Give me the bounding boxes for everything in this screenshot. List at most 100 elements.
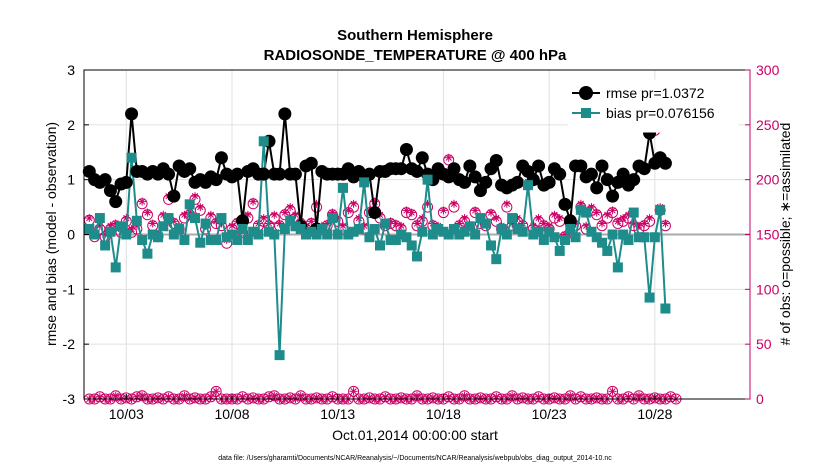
obs-assimilated-marker — [307, 217, 316, 226]
obs-assimilated-marker — [502, 199, 511, 208]
right-tick-label: 150 — [756, 227, 780, 243]
y-axis-label-right: # of obs: o=possible; ∗=assimilated — [777, 123, 793, 346]
rmse-point — [167, 189, 181, 203]
rmse-point — [394, 162, 408, 176]
bias-point — [100, 240, 111, 251]
legend: rmse pr=1.0372 bias pr=0.076156 — [567, 79, 739, 133]
bias-point — [190, 213, 200, 224]
bias-point — [591, 232, 602, 243]
rmse-point — [606, 189, 620, 203]
right-tick-label: 0 — [756, 391, 764, 407]
bias-point — [470, 229, 481, 240]
bias-point — [507, 213, 518, 224]
bias-point — [464, 221, 475, 232]
bias-point — [348, 226, 359, 237]
left-tick-label: -1 — [63, 281, 76, 297]
data-file-footnote: data file: /Users/gharamti/Documents/NCA… — [218, 455, 612, 462]
bias-point — [116, 221, 126, 232]
bias-point — [279, 224, 290, 235]
rmse-point — [162, 167, 176, 181]
bias-point — [110, 262, 121, 273]
bias-point — [131, 215, 142, 226]
obs-assimilated-bottom-marker — [249, 393, 258, 402]
obs-assimilated-marker — [592, 208, 601, 217]
bias-point — [586, 226, 597, 237]
obs-assimilated-marker — [471, 206, 480, 215]
obs-assimilated-marker — [191, 192, 199, 201]
obs-assimilated-bottom-marker — [286, 393, 295, 402]
obs-assimilated-marker — [397, 221, 406, 230]
obs-assimilated-marker — [280, 208, 289, 217]
bias-point — [612, 262, 623, 273]
obs-assimilated-bottom-marker — [592, 393, 601, 402]
bias-point — [660, 303, 671, 314]
bias-point — [248, 226, 259, 237]
obs-assimilated-marker — [550, 210, 559, 219]
right-tick-label: 200 — [756, 172, 780, 188]
bias-point — [560, 234, 570, 245]
bias-point — [94, 213, 105, 224]
bias-point — [211, 234, 222, 245]
rmse-point — [468, 170, 482, 184]
obs-assimilated-marker — [143, 208, 152, 217]
obs-assimilated-marker — [291, 210, 300, 219]
bias-point — [232, 234, 243, 245]
right-tick-label: 250 — [756, 117, 780, 133]
rmse-point — [463, 159, 477, 173]
bias-point — [523, 180, 533, 191]
obs-assimilated-marker — [613, 217, 622, 226]
bias-point — [290, 221, 301, 232]
right-tick-label: 50 — [756, 336, 772, 352]
obs-assimilated-bottom-marker — [608, 387, 617, 396]
bias-point — [258, 136, 269, 147]
bias-point — [565, 224, 576, 235]
obs-assimilated-marker — [413, 219, 421, 228]
obs-assimilated-marker — [460, 214, 469, 223]
rmse-point — [278, 107, 292, 121]
obs-assimilated-bottom-marker — [566, 391, 575, 400]
bias-point — [406, 240, 417, 251]
bias-point — [327, 213, 338, 224]
rmse-point — [658, 156, 672, 170]
obs-assimilated-bottom-marker — [180, 391, 189, 400]
rmse-point — [257, 167, 271, 181]
obs-assimilated-bottom-marker — [476, 393, 485, 402]
bias-point — [142, 248, 153, 259]
obs-assimilated-bottom-marker — [635, 391, 643, 400]
obs-assimilated-bottom-marker — [460, 391, 469, 400]
obs-assimilated-marker — [645, 214, 654, 223]
left-tick-label: -3 — [63, 391, 76, 407]
obs-assimilated-marker — [455, 219, 464, 228]
obs-assimilated-marker — [259, 214, 268, 223]
bias-point — [438, 226, 449, 237]
bias-point — [216, 213, 227, 224]
left-tick-label: 3 — [67, 62, 75, 78]
left-tick-label: -2 — [63, 336, 76, 352]
obs-assimilated-bottom-marker — [270, 391, 279, 400]
obs-assimilated-bottom-marker — [296, 391, 305, 400]
rmse-point — [542, 175, 556, 189]
bias-point — [422, 174, 433, 185]
bias-point — [401, 232, 412, 243]
bias-point — [353, 224, 364, 235]
obs-assimilated-marker — [492, 214, 501, 223]
obs-possible-bottom-marker — [210, 385, 222, 397]
bias-point — [221, 232, 232, 243]
bias-point — [602, 245, 613, 256]
bias-point — [274, 350, 285, 361]
bias-point — [486, 240, 496, 251]
rmse-point — [600, 173, 614, 187]
rmse-point — [590, 181, 604, 195]
right-tick-label: 300 — [756, 62, 780, 78]
legend-box — [567, 79, 739, 133]
bias-point — [322, 229, 333, 240]
rmse-point — [183, 162, 197, 176]
obs-assimilated-bottom-marker — [518, 393, 527, 402]
bias-point — [639, 232, 650, 243]
obs-assimilated-marker — [206, 210, 215, 219]
rmse-point — [415, 151, 429, 165]
rmse-point — [637, 162, 651, 176]
obs-assimilated-marker — [555, 214, 564, 223]
obs-assimilated-marker — [418, 214, 427, 223]
